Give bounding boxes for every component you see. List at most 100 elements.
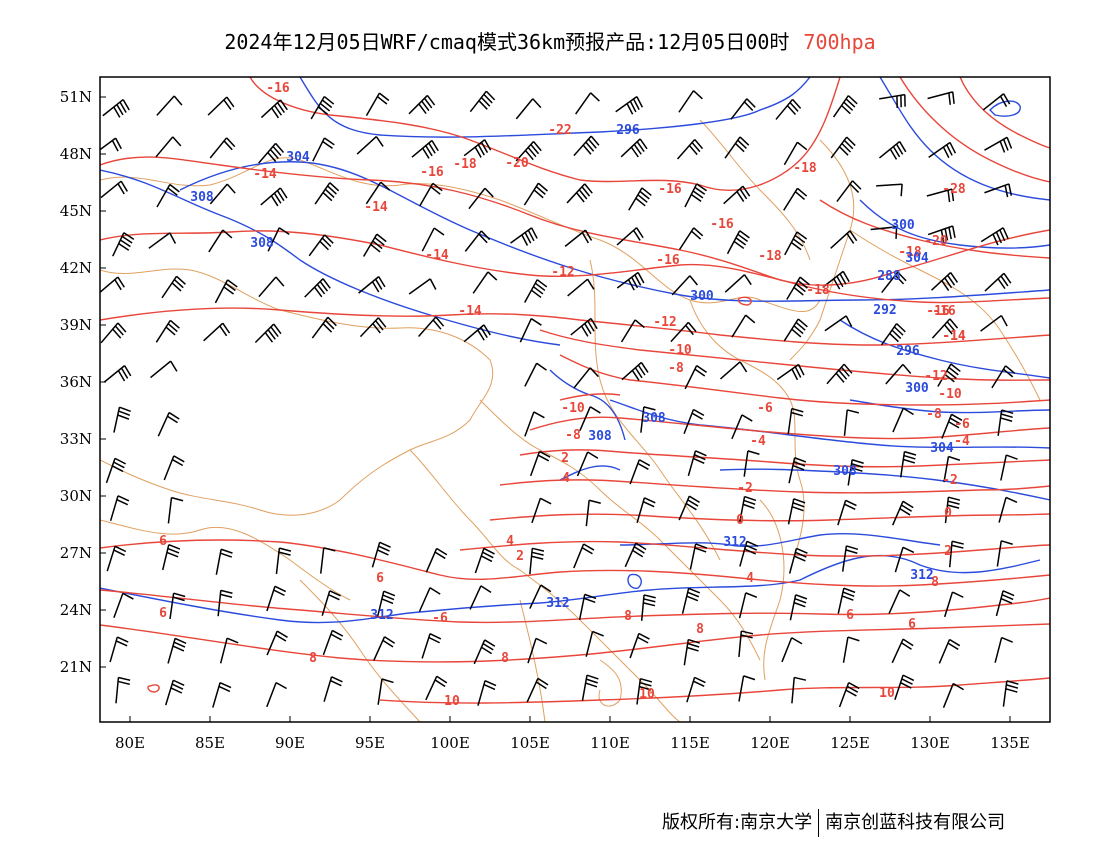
footer-left: 版权所有:南京大学 [662, 812, 813, 833]
wind-barb [371, 541, 391, 568]
boundary-line [849, 229, 1041, 401]
wind-barb [576, 451, 599, 477]
wind-barb [165, 679, 185, 706]
wind-barb [167, 496, 184, 524]
wind-barb [323, 676, 343, 702]
wind-barb [995, 590, 1015, 617]
wind-barb [519, 317, 542, 343]
height-label: 312 [370, 608, 393, 623]
wind-barb [982, 93, 1011, 111]
temperature-contour [899, 77, 1050, 183]
wind-barb [847, 459, 864, 486]
wind-barb [567, 278, 595, 297]
temperature-label: 10 [444, 694, 460, 709]
temperature-contour [489, 513, 1050, 522]
wind-barb [681, 587, 701, 614]
temperature-label: -16 [932, 304, 956, 319]
temperature-label: -20 [505, 156, 529, 171]
temperature-label: -8 [668, 361, 684, 376]
wind-barb [100, 137, 122, 152]
wind-barb [214, 279, 238, 304]
wind-barb [629, 459, 651, 485]
wind-barb [464, 230, 491, 252]
boundary-line [789, 139, 855, 361]
wind-barb [832, 95, 858, 118]
longitude-label: 85E [195, 734, 225, 752]
temperature-contour [819, 199, 1050, 259]
wind-barb [927, 225, 956, 242]
latitude-label: 39N [60, 316, 92, 334]
temperature-contour [147, 684, 160, 693]
wind-barb [100, 180, 128, 199]
wind-barb [980, 227, 1009, 246]
wind-barb [365, 92, 390, 117]
wind-barb [524, 279, 548, 303]
wind-barb [469, 585, 492, 610]
wind-barb [421, 633, 442, 659]
wind-barb [418, 587, 441, 612]
temperature-label: 8 [624, 609, 632, 624]
wind-barb [640, 594, 656, 621]
temperature-label: -6 [757, 401, 773, 416]
wind-barb [683, 638, 700, 666]
temperature-contour [519, 449, 1050, 468]
temperature-label: 6 [908, 617, 916, 632]
wind-barb [678, 227, 704, 251]
temperature-label: -22 [548, 123, 571, 138]
wind-barb [419, 182, 443, 207]
wind-barb [304, 278, 331, 298]
wind-barb [629, 632, 650, 659]
height-contour [859, 199, 1050, 249]
wind-barb [881, 271, 907, 294]
wind-barb [322, 629, 344, 656]
temperature-label: -18 [793, 161, 817, 176]
wind-barbs [100, 90, 1019, 708]
latitude-label: 45N [60, 202, 92, 220]
wind-barb [942, 682, 965, 708]
wind-barb [358, 276, 386, 294]
wind-barb [739, 495, 757, 523]
wind-barb [319, 547, 336, 574]
wind-barb [892, 500, 914, 526]
wind-barb [739, 540, 759, 567]
temperature-contour [559, 393, 621, 401]
wind-barb [212, 681, 232, 708]
wind-barb [944, 496, 961, 524]
height-label: 308 [588, 429, 612, 444]
wind-barb [738, 630, 754, 658]
temperature-label: 6 [376, 571, 384, 586]
wind-barb [529, 584, 552, 609]
temperature-label: -18 [453, 157, 477, 172]
height-label: 300 [905, 381, 929, 396]
wind-barb [102, 99, 130, 118]
wind-barb [362, 233, 387, 257]
wind-barb [620, 138, 648, 158]
wind-barb [636, 497, 656, 524]
wind-barb [573, 367, 599, 389]
height-label: 312 [546, 596, 569, 611]
boundary-line [479, 399, 761, 661]
wind-barb [788, 547, 808, 574]
wind-barb [474, 547, 495, 574]
wind-barb [938, 638, 961, 664]
latitude-label: 51N [60, 88, 92, 106]
temperature-label: 2 [516, 549, 524, 564]
wind-barb [156, 183, 180, 208]
temperature-contour [100, 589, 1050, 624]
wind-barb [899, 450, 917, 478]
height-contour [839, 319, 1050, 379]
longitude-label: 125E [830, 734, 870, 752]
latitude-label: 36N [60, 373, 92, 391]
wind-barb [686, 676, 706, 703]
wind-barb [207, 96, 235, 116]
wind-barb [573, 543, 595, 569]
wind-barb [356, 135, 384, 155]
wind-barb [621, 361, 649, 381]
longitude-label: 80E [115, 734, 145, 752]
wind-barb [258, 276, 285, 298]
wind-barb [984, 136, 1013, 153]
wind-barb [927, 91, 955, 105]
wind-barb [275, 547, 292, 575]
wind-barb [776, 363, 805, 381]
wind-barb [529, 450, 551, 477]
